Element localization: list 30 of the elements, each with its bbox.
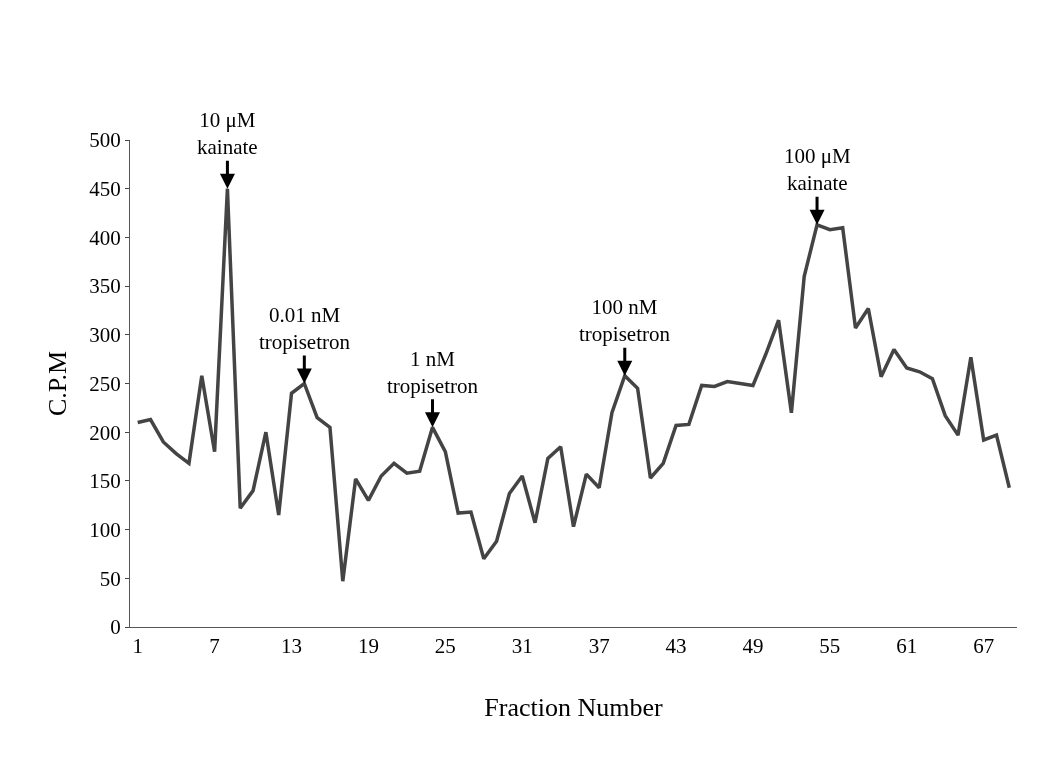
x-tick-label: 7: [209, 634, 220, 659]
x-tick-label: 61: [896, 634, 918, 659]
y-tick-label: 250: [89, 371, 121, 396]
y-tick-label: 350: [89, 274, 121, 299]
y-tick-label: 300: [89, 323, 121, 348]
y-tick-label: 400: [89, 225, 121, 250]
x-tick-label: 55: [819, 634, 841, 659]
x-tick-label: 19: [357, 634, 379, 659]
x-tick-label: 67: [973, 634, 995, 659]
annotation: 100 μM kainate: [784, 144, 852, 196]
x-tick-label: 31: [511, 634, 533, 659]
x-tick-label: 13: [281, 634, 303, 659]
annotation: 10 μM kainate: [197, 108, 258, 160]
annotation: 100 nM tropisetron: [579, 295, 671, 347]
y-tick-label: 100: [89, 517, 121, 542]
y-axis-title: C.P.M: [42, 350, 72, 417]
y-tick-label: 200: [89, 420, 121, 445]
x-tick-label: 37: [588, 634, 610, 659]
annotation: 0.01 nM tropisetron: [259, 303, 351, 355]
x-tick-label: 25: [434, 634, 456, 659]
y-tick-label: 50: [99, 566, 121, 591]
y-tick-label: 0: [110, 615, 121, 640]
x-tick-label: 1: [132, 634, 143, 659]
x-axis-title: Fraction Number: [484, 692, 664, 722]
annotation: 1 nM tropisetron: [387, 347, 479, 399]
y-tick-label: 500: [89, 128, 121, 153]
x-tick-label: 49: [742, 634, 764, 659]
y-tick-label: 150: [89, 469, 121, 494]
y-tick-label: 450: [89, 177, 121, 202]
x-tick-label: 43: [665, 634, 687, 659]
